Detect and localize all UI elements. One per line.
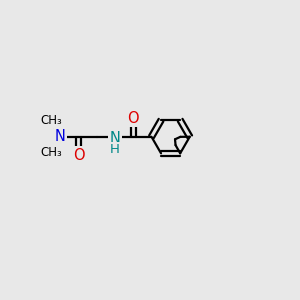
Text: O: O [73,148,84,163]
Text: O: O [128,111,139,126]
Text: CH₃: CH₃ [40,146,62,159]
Text: CH₃: CH₃ [40,114,62,128]
Text: N: N [110,131,120,146]
Text: N: N [55,129,66,144]
Text: H: H [110,142,120,156]
